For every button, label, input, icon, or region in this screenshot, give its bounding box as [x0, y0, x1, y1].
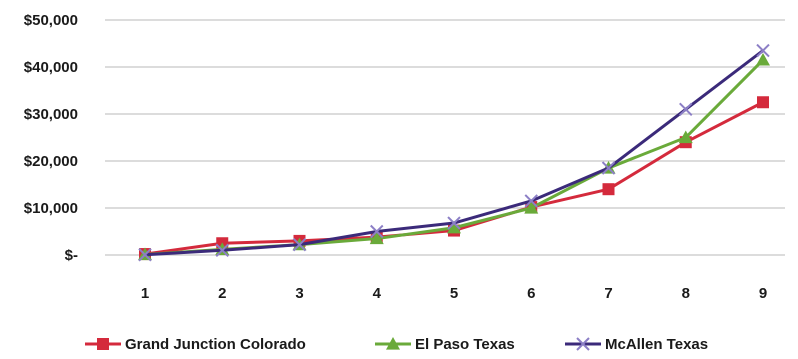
data-point [447, 216, 461, 230]
y-tick-label: $50,000 [24, 12, 78, 29]
y-tick-label: $- [65, 247, 78, 264]
data-point [524, 194, 538, 208]
x-axis-tick-labels: 1 2 3 4 5 6 7 8 9 [141, 285, 767, 302]
y-tick-label: $10,000 [24, 200, 78, 217]
series-1 [138, 52, 770, 261]
legend-marker [386, 337, 400, 350]
data-point [138, 248, 152, 262]
data-point [678, 130, 693, 144]
data-point [447, 220, 461, 234]
legend-label: McAllen Texas [605, 336, 708, 353]
legend-label: El Paso Texas [415, 336, 515, 353]
legend-item: McAllen Texas [565, 336, 708, 353]
series-2 [138, 43, 770, 262]
y-tick-label: $20,000 [24, 153, 78, 170]
series-lines [138, 43, 770, 262]
data-point [292, 237, 307, 252]
x-tick-label: 5 [450, 285, 458, 302]
data-point [370, 224, 384, 239]
data-point [757, 96, 769, 109]
data-point [369, 231, 384, 245]
legend-item: El Paso Texas [375, 336, 515, 353]
data-point [215, 243, 229, 258]
data-point [679, 102, 693, 117]
legend-marker [576, 337, 590, 351]
x-tick-label: 1 [141, 285, 149, 302]
legend-marker [97, 338, 109, 350]
x-tick-label: 7 [604, 285, 612, 302]
x-tick-label: 3 [295, 285, 303, 302]
x-tick-label: 2 [218, 285, 226, 302]
y-axis-tick-labels: $- $10,000 $20,000 $30,000 $40,000 $50,000 [24, 12, 78, 264]
data-point [601, 161, 616, 175]
legend-item: Grand Junction Colorado [85, 336, 306, 353]
legend-label: Grand Junction Colorado [125, 336, 306, 353]
legend: Grand Junction Colorado El Paso Texas McAl… [85, 336, 708, 353]
data-point [602, 183, 615, 196]
y-tick-label: $40,000 [24, 59, 78, 76]
x-tick-label: 9 [759, 285, 767, 302]
series-0 [139, 96, 769, 261]
gridlines [105, 19, 785, 256]
x-tick-label: 8 [682, 285, 690, 302]
y-tick-label: $30,000 [24, 106, 78, 123]
data-point [756, 52, 770, 66]
x-tick-label: 4 [373, 285, 382, 302]
data-point [756, 43, 770, 58]
data-point [524, 201, 539, 214]
x-tick-label: 6 [527, 285, 535, 302]
